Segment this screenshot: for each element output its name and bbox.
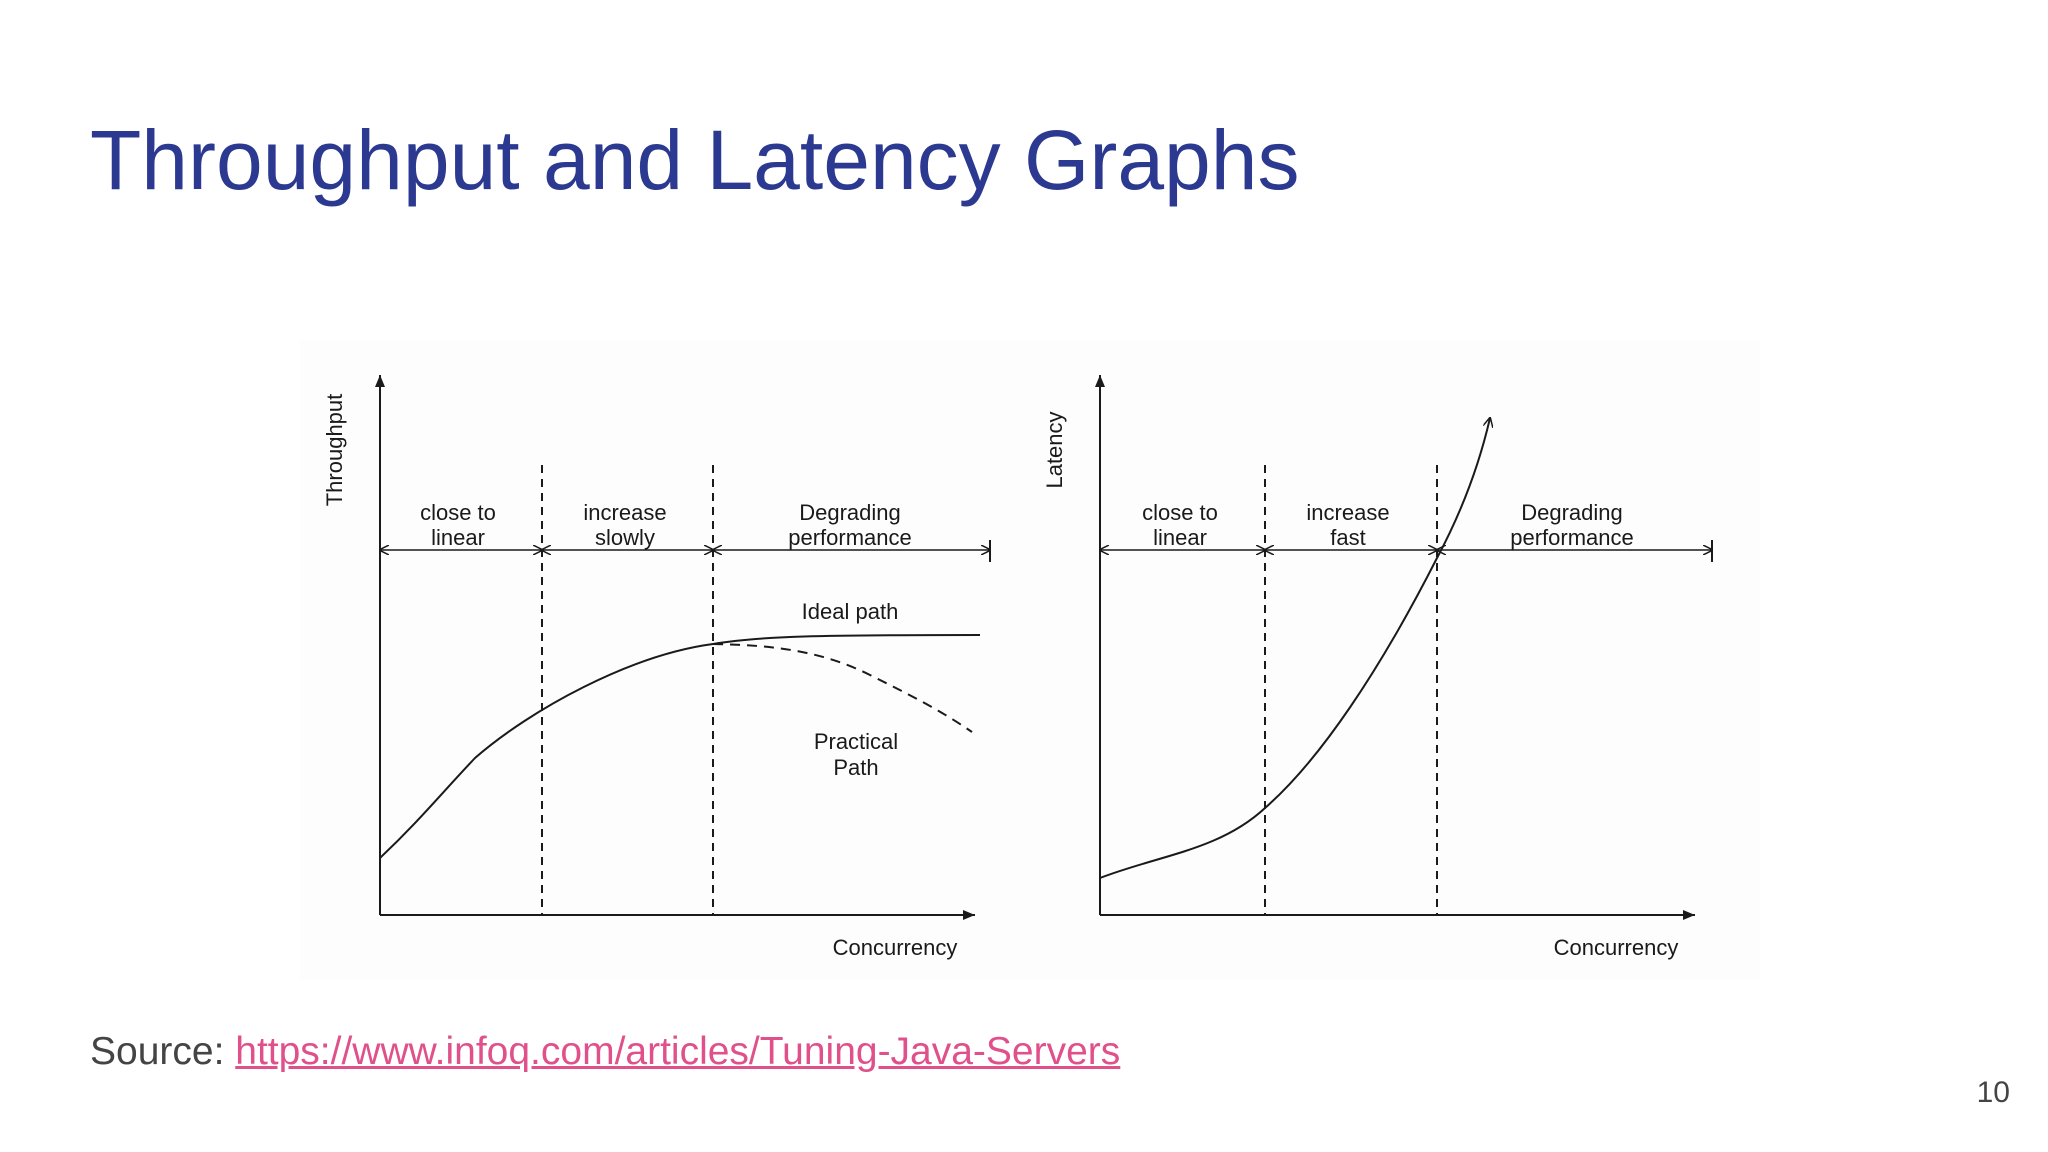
page-number: 10 — [1976, 1076, 2010, 1109]
throughput-practical-curve — [712, 643, 973, 733]
latency-region-2-label-line2: fast — [1330, 525, 1365, 550]
throughput-region-3-label-line2: performance — [788, 525, 912, 550]
source-link[interactable]: https://www.infoq.com/articles/Tuning-Ja… — [235, 1030, 1121, 1073]
latency-region-2-label-line1: increase — [1306, 500, 1389, 525]
throughput-x-axis-label: Concurrency — [833, 935, 958, 960]
graphs-figure: close to linear increase slowly Degradin… — [300, 340, 1760, 980]
throughput-region-3-label-line1: Degrading — [799, 500, 901, 525]
latency-diagram: close to linear increase fast Degrading … — [1042, 375, 1713, 960]
latency-region-3-label-line2: performance — [1510, 525, 1634, 550]
slide-title: Throughput and Latency Graphs — [90, 113, 1300, 207]
latency-curve — [1099, 418, 1490, 879]
source-prefix: Source: — [90, 1030, 236, 1073]
latency-region-1-label-line1: close to — [1142, 500, 1218, 525]
practical-path-label-line2: Path — [833, 755, 878, 780]
throughput-ideal-curve — [379, 634, 981, 859]
latency-x-axis-label: Concurrency — [1554, 935, 1679, 960]
ideal-path-label: Ideal path — [802, 599, 899, 624]
practical-path-label-line1: Practical — [814, 729, 898, 754]
latency-region-3-label-line1: Degrading — [1521, 500, 1623, 525]
latency-y-axis-label: Latency — [1042, 411, 1067, 488]
throughput-region-1-label-line2: linear — [431, 525, 485, 550]
throughput-region-1-label-line1: close to — [420, 500, 496, 525]
throughput-y-axis-label: Throughput — [322, 394, 347, 507]
throughput-region-2-label-line2: slowly — [595, 525, 655, 550]
graphs-svg: close to linear increase slowly Degradin… — [322, 375, 1713, 960]
throughput-region-2-label-line1: increase — [583, 500, 666, 525]
latency-region-1-label-line2: linear — [1153, 525, 1207, 550]
source-line: Source: https://www.infoq.com/articles/T… — [90, 1030, 1120, 1074]
throughput-diagram: close to linear increase slowly Degradin… — [322, 375, 991, 960]
